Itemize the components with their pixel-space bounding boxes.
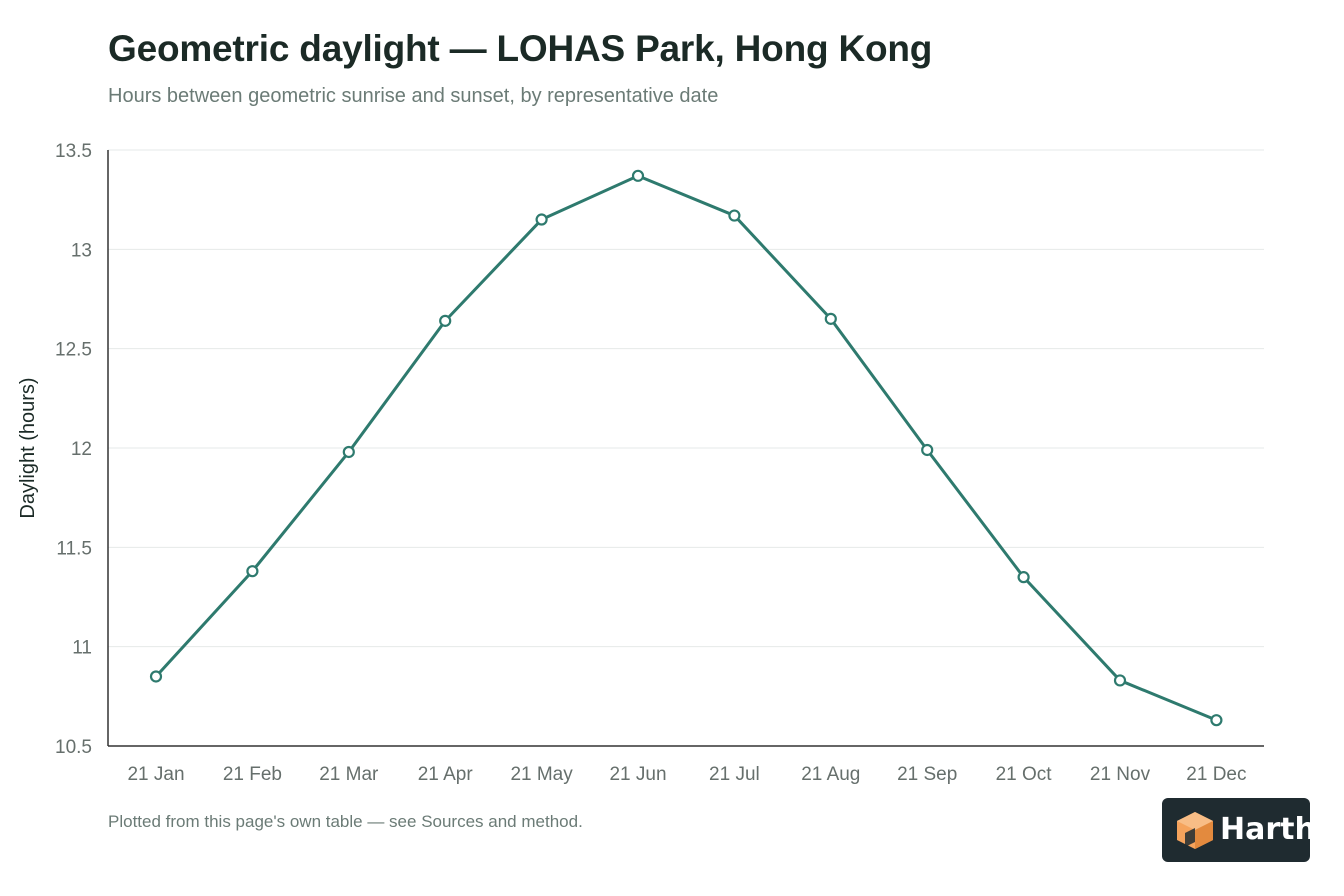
chart-subtitle: Hours between geometric sunrise and suns…: [108, 85, 719, 107]
y-tick-labels: 10.5 11 11.5 12 12.5 13 13.5: [55, 141, 92, 758]
y-tick-label: 10.5: [55, 737, 92, 758]
y-axis-label: Daylight (hours): [17, 377, 39, 518]
data-point[interactable]: [728, 209, 741, 222]
x-tick-label: 21 Nov: [1090, 764, 1151, 785]
brand-badge[interactable]: Harth: [1162, 798, 1316, 862]
x-tick-label: 21 Apr: [418, 764, 474, 785]
axes: [107, 150, 1264, 747]
data-point[interactable]: [1210, 714, 1223, 727]
series-line: [154, 174, 1217, 722]
y-tick-label: 12: [71, 439, 92, 460]
data-point[interactable]: [439, 314, 452, 327]
x-tick-label: 21 Aug: [801, 764, 860, 785]
series-line-path: [154, 174, 1217, 722]
x-tick-label: 21 Dec: [1186, 764, 1246, 785]
data-point[interactable]: [631, 169, 645, 182]
x-tick-label: 21 Sep: [897, 764, 957, 785]
y-tick-label: 11: [72, 638, 92, 659]
x-tick-label: 21 Jun: [609, 764, 666, 785]
data-point[interactable]: [1113, 674, 1127, 687]
y-tick-label: 13.5: [55, 141, 92, 162]
y-tick-label: 11.5: [56, 538, 92, 559]
brand-name: Harth: [1220, 812, 1316, 847]
y-tick-label: 12.5: [55, 340, 92, 361]
cube-logo-icon: [1177, 812, 1213, 849]
x-tick-label: 21 Feb: [223, 764, 282, 785]
data-point[interactable]: [921, 443, 934, 457]
data-point[interactable]: [824, 312, 837, 325]
grid-lines: [108, 149, 1264, 648]
y-tick-label: 13: [71, 240, 92, 261]
data-point[interactable]: [1017, 571, 1030, 584]
data-point[interactable]: [149, 670, 163, 683]
x-tick-label: 21 May: [510, 764, 573, 785]
footnote: Plotted from this page's own table — see…: [108, 812, 583, 831]
data-point[interactable]: [535, 213, 548, 226]
x-tick-label: 21 Mar: [319, 764, 379, 785]
data-point[interactable]: [246, 565, 259, 578]
data-point[interactable]: [342, 445, 355, 459]
data-points: [149, 169, 1223, 727]
chart-title: Geometric daylight — LOHAS Park, Hong Ko…: [108, 28, 933, 69]
x-tick-labels: 21 Jan 21 Feb 21 Mar 21 Apr 21 May 21 Jun 21 J…: [127, 764, 1246, 785]
x-tick-label: 21 Jan: [127, 764, 184, 785]
x-tick-label: 21 Jul: [709, 764, 760, 785]
x-tick-label: 21 Oct: [996, 764, 1053, 785]
